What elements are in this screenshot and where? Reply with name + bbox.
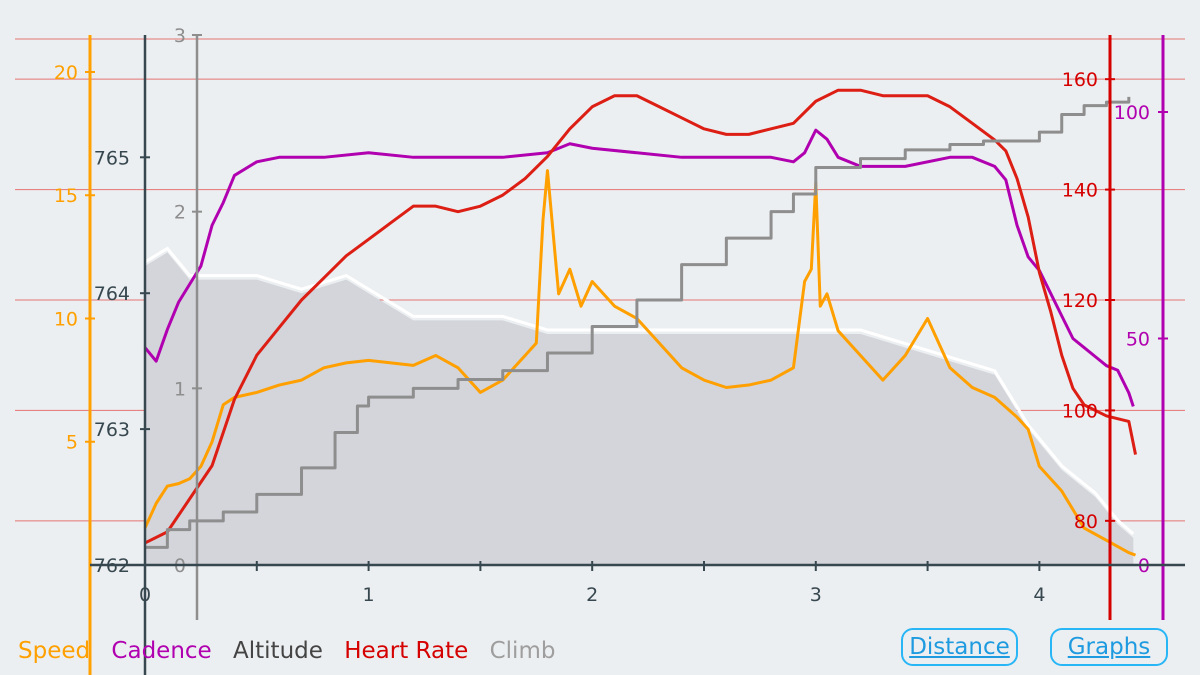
tick-label-speed: 15: [54, 185, 78, 207]
graphs-button[interactable]: Graphs: [1050, 628, 1168, 666]
x-tick-label: 3: [810, 584, 822, 606]
distance-button[interactable]: Distance: [901, 628, 1018, 666]
tick-label-altitude: 763: [94, 419, 130, 441]
series-heart-rate: [144, 88, 1138, 545]
x-tick-label: 2: [586, 584, 598, 606]
tick-label-heart-rate: 80: [1074, 511, 1098, 533]
tick-label-climb: 3: [174, 25, 186, 47]
legend: Speed Cadence Altitude Heart Rate Climb: [18, 638, 569, 664]
tick-label-cadence: 50: [1126, 329, 1150, 351]
tick-label-climb: 2: [174, 202, 186, 224]
legend-speed: Speed: [18, 638, 91, 664]
tick-label-heart-rate: 160: [1062, 69, 1098, 91]
series-altitude-outline: [144, 246, 1135, 535]
tick-label-heart-rate: 140: [1062, 180, 1098, 202]
series-altitude-area: [145, 252, 1134, 565]
tick-label-speed: 10: [54, 308, 78, 330]
legend-heart-rate: Heart Rate: [344, 638, 469, 664]
legend-cadence: Cadence: [111, 638, 212, 664]
legend-altitude: Altitude: [233, 638, 323, 664]
tick-label-altitude: 764: [94, 283, 130, 305]
legend-climb: Climb: [489, 638, 556, 664]
tick-label-heart-rate: 120: [1062, 290, 1098, 312]
tick-label-climb: 1: [174, 378, 186, 400]
series-cadence: [143, 128, 1135, 407]
tick-label-speed: 20: [54, 62, 78, 84]
x-tick-label: 1: [363, 584, 375, 606]
tick-label-altitude: 765: [94, 147, 130, 169]
series-climb: [145, 96, 1131, 549]
tick-label-cadence: 100: [1114, 102, 1150, 124]
x-tick-label: 4: [1033, 584, 1045, 606]
tick-label-heart-rate: 100: [1062, 400, 1098, 422]
tick-label-speed: 5: [66, 432, 78, 454]
x-tick-label: 0: [139, 584, 151, 606]
series-speed: [143, 169, 1137, 557]
